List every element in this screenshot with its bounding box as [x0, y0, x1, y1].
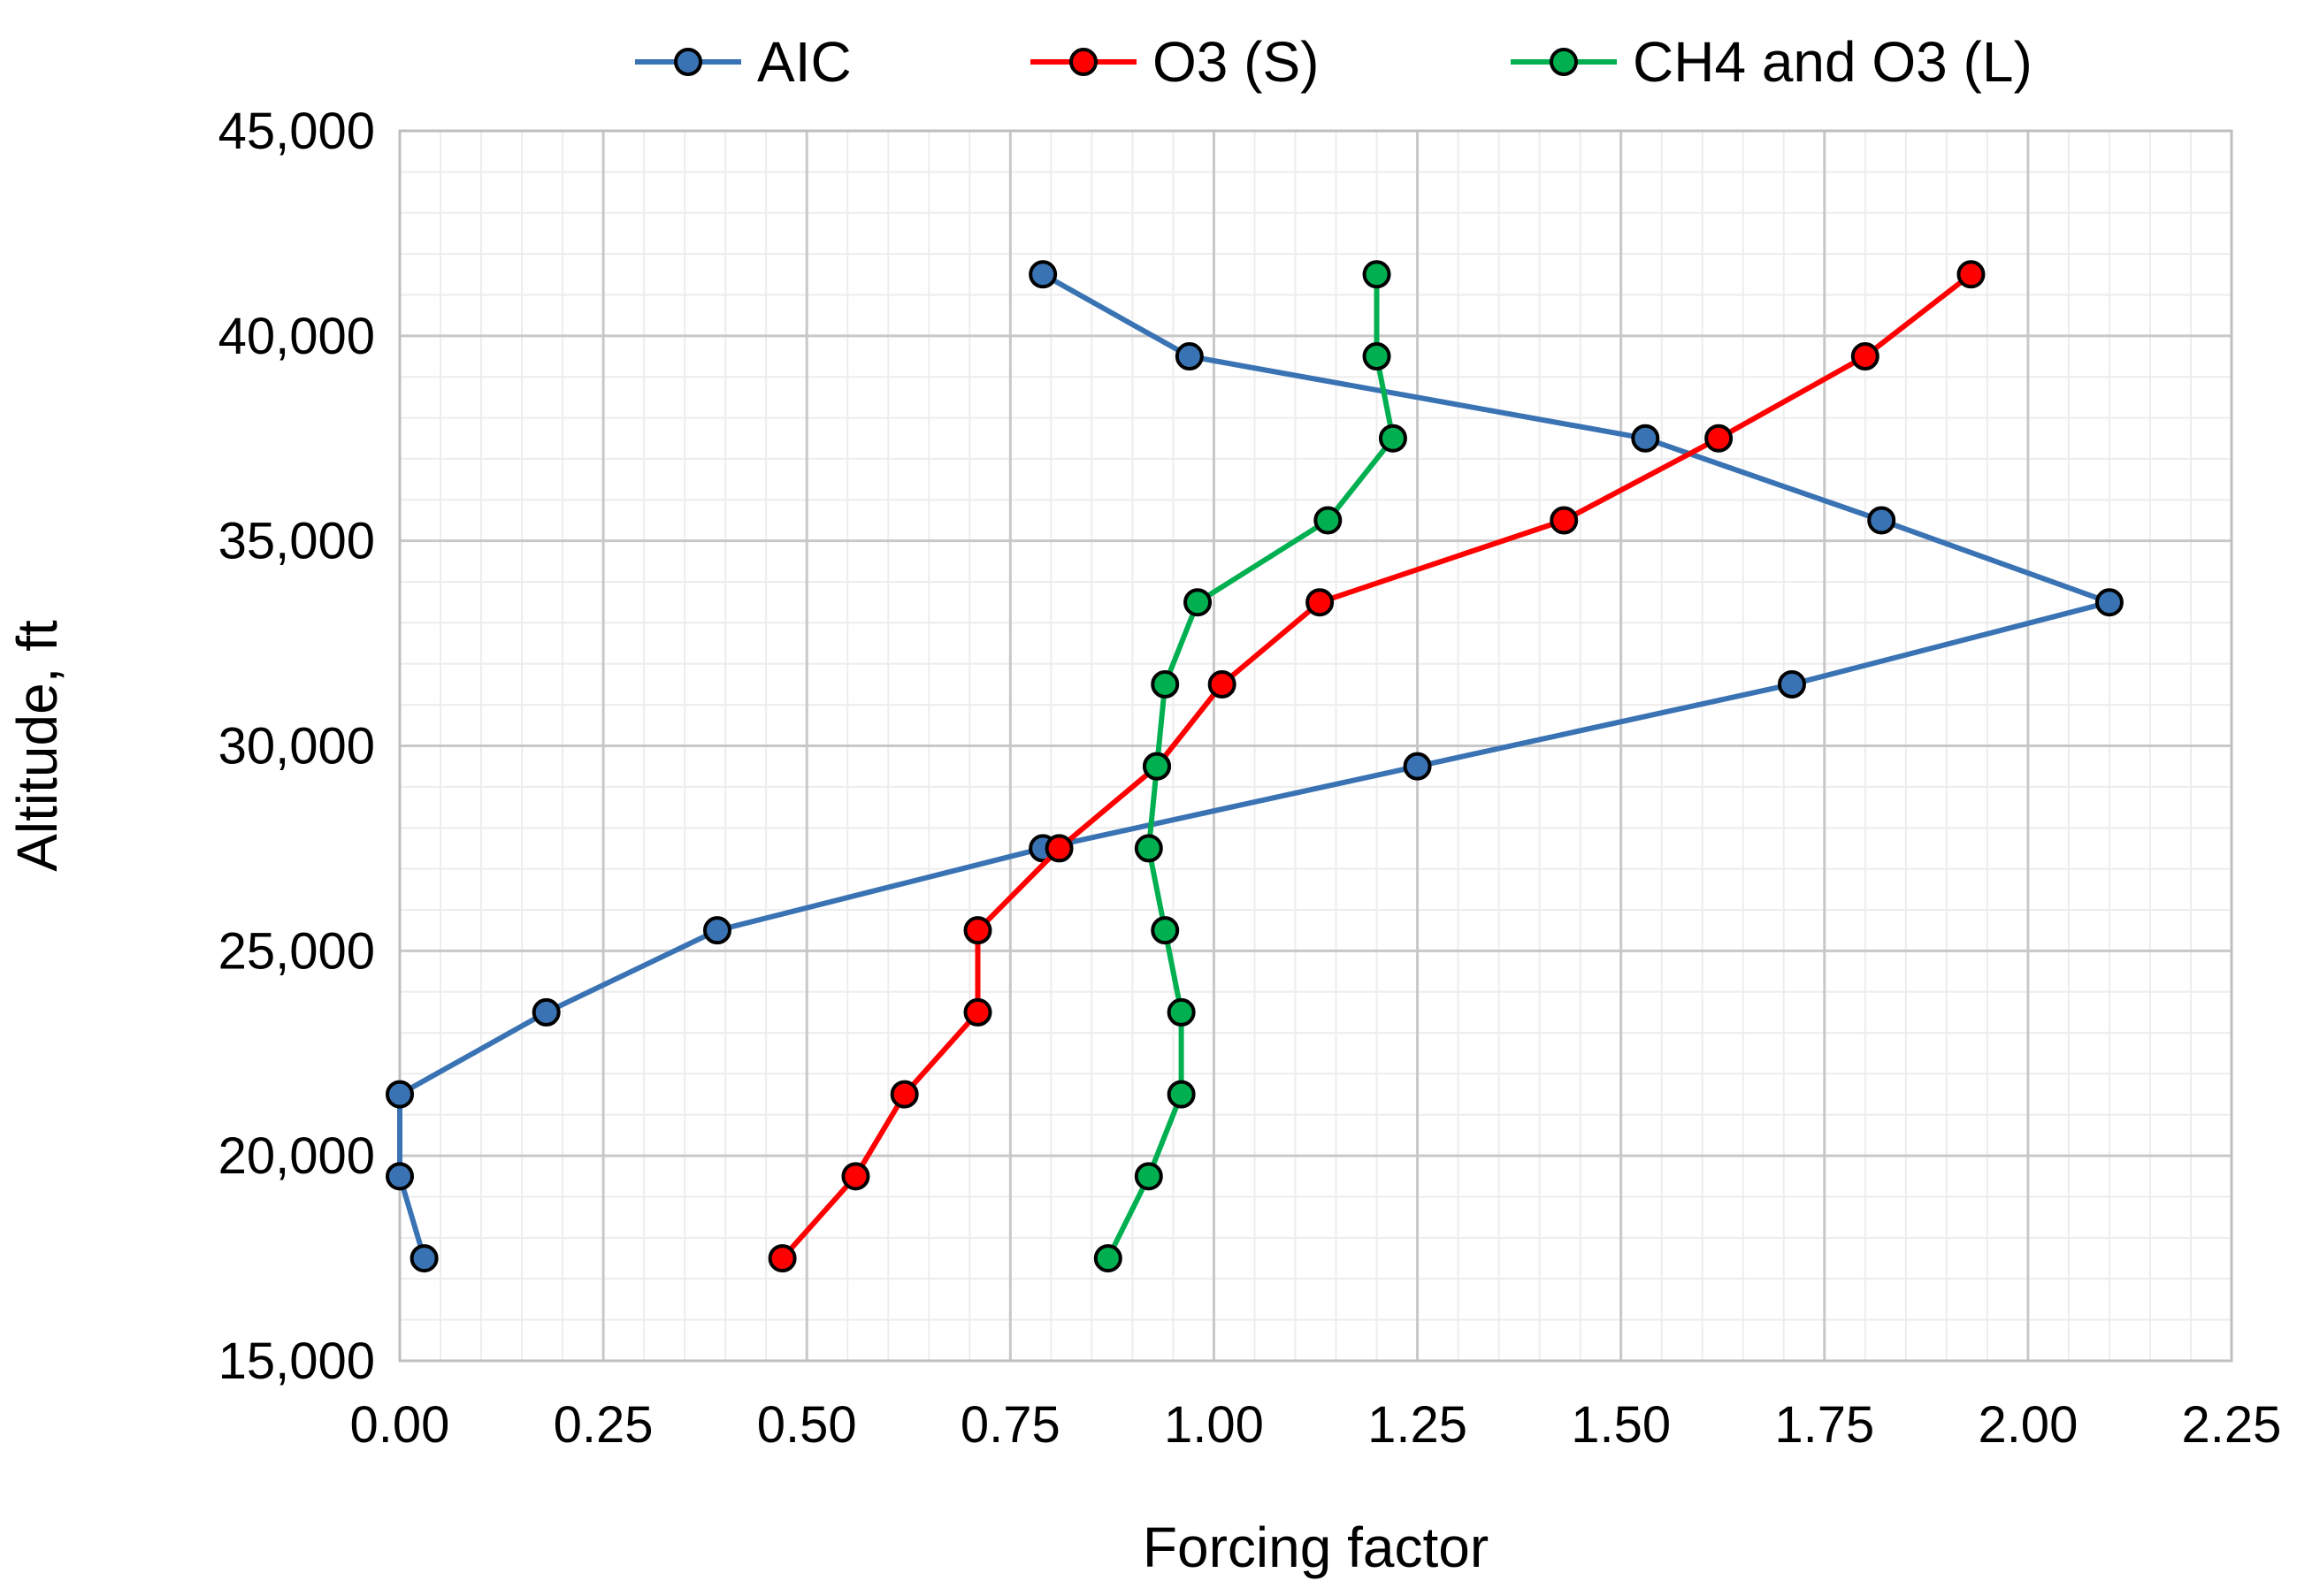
data-point	[1151, 669, 1180, 699]
legend-swatch-marker	[1550, 48, 1578, 76]
data-point	[386, 1162, 414, 1191]
data-point	[1183, 588, 1213, 617]
data-point	[963, 997, 992, 1027]
data-point	[1850, 342, 1879, 371]
data-point	[410, 1244, 439, 1273]
data-point	[1151, 916, 1180, 945]
data-point	[841, 1162, 870, 1191]
data-point	[1777, 669, 1806, 699]
x-tick-label: 1.00	[1164, 1396, 1264, 1454]
data-point	[1313, 506, 1343, 535]
data-point	[1956, 260, 1986, 289]
data-point	[532, 997, 561, 1027]
data-point	[2094, 588, 2124, 617]
y-tick-label: 15,000	[218, 1333, 375, 1390]
data-point	[768, 1244, 797, 1273]
data-point	[1867, 506, 1896, 535]
data-point	[890, 1080, 919, 1109]
legend-label: CH4 and O3 (L)	[1633, 30, 2033, 94]
data-point	[1143, 752, 1172, 781]
legend-item: AIC	[635, 30, 852, 94]
data-point	[1362, 342, 1391, 371]
x-tick-label: 1.25	[1367, 1396, 1467, 1454]
data-point	[1045, 834, 1074, 863]
data-point	[1093, 1244, 1122, 1273]
y-tick-label: 20,000	[218, 1127, 375, 1185]
data-point	[1029, 260, 1058, 289]
data-point	[1378, 424, 1407, 453]
x-tick-label: 0.00	[350, 1396, 450, 1454]
y-tick-label: 40,000	[218, 308, 375, 365]
plot-area-border	[398, 129, 2233, 1363]
data-point	[1362, 260, 1391, 289]
data-point	[1134, 1162, 1163, 1191]
legend-label: AIC	[757, 30, 852, 94]
series-layer	[386, 260, 2124, 1273]
legend-item: CH4 and O3 (L)	[1511, 30, 2033, 94]
legend-swatch-marker	[674, 48, 702, 76]
data-point	[1175, 342, 1204, 371]
x-axis-tick-labels: 0.00 0.25 0.50 0.75 1.00 1.25 1.50 1.75 2.00 2.25	[350, 1396, 2282, 1454]
data-point	[1167, 997, 1196, 1027]
data-point	[1631, 424, 1660, 453]
data-point	[1134, 834, 1163, 863]
series-2	[1093, 260, 1407, 1273]
y-tick-label: 45,000	[218, 103, 375, 160]
legend-swatch-marker	[1069, 48, 1098, 76]
legend-item: O3 (S)	[1030, 30, 1319, 94]
data-point	[386, 1080, 414, 1109]
legend-label: O3 (S)	[1152, 30, 1319, 94]
data-point	[1167, 1080, 1196, 1109]
legend: AIC O3 (S) CH4 and O3 (L)	[635, 30, 2033, 94]
data-point	[702, 916, 731, 945]
y-axis-title: Altitude, ft	[5, 620, 69, 872]
x-tick-label: 0.25	[554, 1396, 654, 1454]
major-gridlines	[400, 131, 2232, 1361]
y-tick-label: 25,000	[218, 922, 375, 980]
data-point	[1704, 424, 1734, 453]
data-point	[1550, 506, 1579, 535]
x-tick-label: 1.50	[1571, 1396, 1671, 1454]
series-0	[386, 260, 2124, 1273]
x-tick-label: 1.75	[1774, 1396, 1874, 1454]
y-axis-tick-labels: 15,000 20,000 25,000 30,000 35,000 40,000 45,0…	[218, 103, 375, 1390]
data-point	[1207, 669, 1236, 699]
x-tick-label: 2.00	[1978, 1396, 2078, 1454]
x-tick-label: 0.50	[757, 1396, 857, 1454]
y-tick-label: 35,000	[218, 513, 375, 570]
y-tick-label: 30,000	[218, 718, 375, 775]
x-tick-label: 0.75	[961, 1396, 1060, 1454]
data-point	[1403, 752, 1432, 781]
data-point	[963, 916, 992, 945]
x-axis-title: Forcing factor	[1143, 1516, 1489, 1579]
data-point	[1305, 588, 1335, 617]
x-tick-label: 2.25	[2182, 1396, 2282, 1454]
